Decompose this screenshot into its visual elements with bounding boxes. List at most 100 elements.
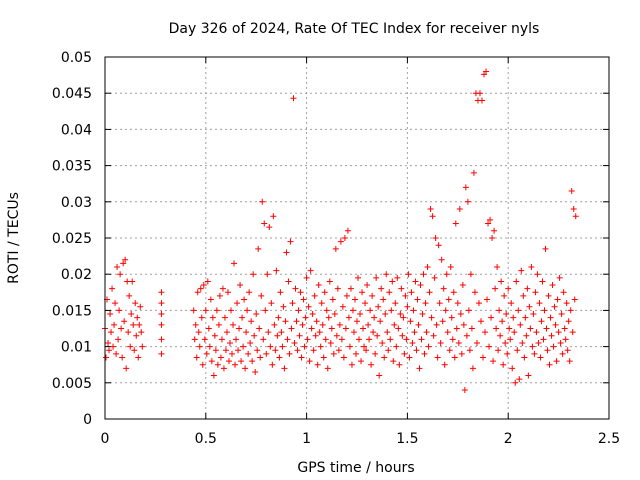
data-point [442,307,449,314]
data-point [229,350,236,357]
data-point [119,354,126,361]
data-point [316,329,323,336]
data-point [158,311,165,318]
data-point [480,354,486,361]
data-point [409,339,416,346]
data-point [434,354,441,361]
data-point [547,314,554,321]
data-point [514,347,521,354]
data-point [423,329,430,336]
data-point [158,321,165,328]
data-point [379,339,386,346]
data-point [197,285,204,292]
data-point [387,336,394,343]
data-point [419,311,426,318]
data-point [349,307,356,314]
data-point [317,343,324,350]
data-point [226,339,233,346]
data-point [220,365,227,372]
data-point [428,314,435,321]
x-tick-label: 1.5 [396,431,418,447]
data-point [118,325,125,332]
data-point [210,372,217,379]
data-point [335,347,342,354]
data-point [359,289,366,296]
data-point [285,278,292,285]
data-point [305,303,312,310]
data-point [444,329,451,336]
data-point [367,307,374,314]
data-point [516,376,523,383]
data-point [468,325,475,332]
data-point [288,325,295,332]
data-point [377,318,384,325]
data-point [320,354,327,361]
data-point [332,245,339,252]
data-point [294,347,301,354]
data-point [233,336,240,343]
data-point [325,314,332,321]
data-point [565,318,572,325]
data-point [268,300,275,307]
data-point [299,321,306,328]
data-point [373,274,380,281]
data-point [272,347,279,354]
data-point [465,307,472,314]
data-point [330,350,337,357]
data-point [116,307,123,314]
data-point [439,318,446,325]
data-point [463,332,470,339]
data-point [139,343,146,350]
x-axis-title: GPS time / hours [297,460,414,476]
data-point [232,361,239,368]
data-point [230,321,237,328]
data-point [307,267,314,274]
data-point [558,311,565,318]
data-point [540,336,547,343]
data-point [237,282,244,289]
data-point [555,329,562,336]
data-point [398,285,405,292]
data-point [563,300,570,307]
data-point [326,278,333,285]
data-point [274,332,281,339]
data-point [334,285,341,292]
data-point [158,350,165,357]
data-point [277,289,284,296]
data-point [499,318,506,325]
data-point [199,361,206,368]
data-point [318,300,325,307]
data-point [292,285,299,292]
data-point [542,245,549,252]
data-point [282,318,289,325]
data-point [482,329,489,336]
data-point [417,282,424,289]
data-point [198,314,205,321]
data-point [485,220,492,227]
data-point [519,339,526,346]
data-point [456,206,463,213]
data-point [396,361,403,368]
data-point [341,235,348,241]
data-point [302,314,309,321]
data-point [512,379,519,386]
data-point [536,300,543,307]
data-point [246,289,253,296]
data-point [425,343,432,350]
y-tick-label: 0.005 [52,376,92,392]
data-point [323,307,330,314]
data-point [196,343,203,350]
data-point [529,343,536,350]
data-point [191,336,198,343]
data-point [372,350,379,357]
data-point [205,325,212,332]
data-point [523,332,530,339]
data-point [284,336,291,343]
data-point [522,314,529,321]
data-point [473,339,480,346]
data-point [209,314,216,321]
data-point [435,242,442,249]
data-point [278,329,285,336]
data-point [136,321,143,328]
